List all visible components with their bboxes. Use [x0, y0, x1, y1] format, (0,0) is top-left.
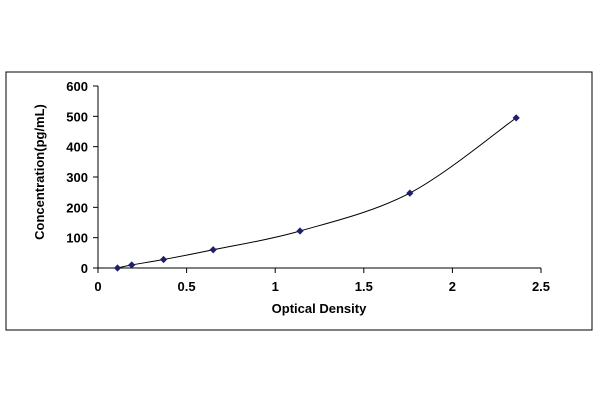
- y-tick-labels: 0 100 200 300 400 500 600: [66, 79, 88, 276]
- y-tick-label: 500: [66, 109, 88, 124]
- x-tick-label: 1.5: [355, 279, 373, 294]
- y-tick-label: 400: [66, 140, 88, 155]
- x-tick-label: 0: [94, 279, 101, 294]
- data-point-7: [512, 114, 520, 122]
- data-point-6: [406, 189, 414, 197]
- y-tick-label: 0: [81, 261, 88, 276]
- x-axis-title: Optical Density: [272, 301, 367, 316]
- x-tick-labels: 0 0.5 1 1.5 2 2.5: [94, 279, 550, 294]
- chart-border: [5, 71, 593, 331]
- y-tick-label: 600: [66, 79, 88, 94]
- y-tick-label: 200: [66, 200, 88, 215]
- data-point-2: [128, 261, 136, 269]
- y-axis-title: Concentration(pg/mL): [32, 104, 47, 240]
- tick-marks: [93, 85, 542, 273]
- x-tick-label: 2: [449, 279, 456, 294]
- y-tick-label: 100: [66, 231, 88, 246]
- x-tick-label: 0.5: [178, 279, 196, 294]
- data-point-1: [113, 264, 122, 272]
- data-point-4: [209, 246, 217, 254]
- y-tick-label: 300: [66, 170, 88, 185]
- data-points: [113, 114, 520, 272]
- x-tick-label: 2.5: [532, 279, 550, 294]
- data-point-3: [159, 255, 168, 264]
- x-tick-label: 1: [272, 279, 279, 294]
- data-point-5: [296, 227, 304, 235]
